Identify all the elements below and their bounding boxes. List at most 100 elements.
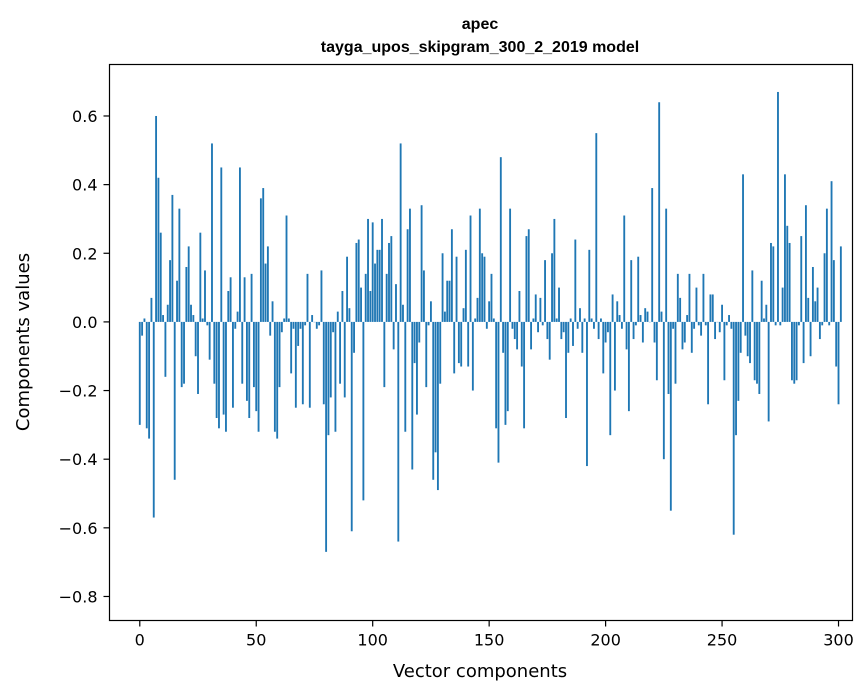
bar-148 — [483, 256, 486, 322]
bar-77 — [318, 321, 321, 326]
bar-210 — [627, 321, 630, 412]
bar-249 — [718, 321, 721, 333]
bar-221 — [653, 321, 656, 343]
bar-26 — [199, 232, 202, 322]
bar-196 — [595, 133, 598, 322]
bar-80 — [325, 321, 328, 552]
bar-95 — [360, 287, 362, 322]
bar-111 — [397, 321, 400, 542]
bar-286 — [804, 205, 807, 322]
bar-250 — [721, 304, 723, 322]
bar-144 — [474, 318, 477, 322]
bar-92 — [353, 321, 355, 353]
bar-102 — [376, 249, 379, 322]
bar-212 — [632, 321, 635, 340]
bar-198 — [600, 318, 602, 322]
bar-233 — [681, 321, 684, 350]
bar-114 — [404, 321, 407, 432]
bar-6 — [152, 321, 155, 518]
bar-223 — [658, 102, 661, 322]
bar-128 — [436, 321, 439, 491]
bar-230 — [674, 321, 677, 384]
bar-132 — [446, 280, 449, 322]
bar-109 — [392, 321, 395, 350]
bar-12 — [166, 304, 169, 322]
bar-152 — [492, 318, 495, 322]
bar-176 — [548, 321, 551, 360]
bar-204 — [613, 321, 616, 391]
bar-201 — [607, 321, 609, 333]
bar-82 — [329, 321, 332, 398]
bar-41 — [234, 321, 237, 329]
bar-268 — [763, 318, 765, 322]
bar-291 — [816, 287, 819, 322]
bar-16 — [176, 280, 178, 322]
bar-34 — [218, 321, 220, 429]
bar-104 — [381, 218, 383, 322]
bar-155 — [499, 157, 502, 322]
bar-252 — [725, 321, 728, 326]
bar-65 — [290, 321, 293, 374]
bar-110 — [395, 284, 397, 322]
bar-259 — [742, 174, 744, 322]
bar-87 — [341, 291, 344, 322]
bar-35 — [220, 167, 223, 322]
bar-217 — [644, 308, 647, 322]
bar-63 — [285, 215, 288, 322]
bar-125 — [429, 301, 432, 322]
bar-29 — [206, 321, 209, 326]
bar-281 — [793, 321, 796, 384]
bar-218 — [646, 311, 649, 322]
bar-269 — [765, 304, 768, 322]
bar-276 — [781, 287, 784, 322]
bar-272 — [772, 246, 775, 322]
bar-300 — [837, 321, 840, 405]
bar-38 — [227, 291, 230, 322]
bar-194 — [590, 318, 593, 322]
bar-55 — [266, 246, 269, 322]
bar-10 — [162, 315, 164, 322]
bar-127 — [434, 321, 437, 453]
bar-18 — [180, 321, 183, 388]
bar-240 — [697, 321, 700, 326]
bar-174 — [544, 260, 546, 322]
bar-271 — [770, 242, 772, 322]
bar-54 — [264, 263, 267, 322]
bar-25 — [197, 321, 199, 394]
bar-208 — [623, 215, 626, 322]
bar-135 — [453, 321, 456, 374]
y-tick-label: −0.6 — [59, 519, 98, 538]
bar-184 — [567, 321, 570, 353]
bar-211 — [630, 260, 633, 322]
bar-236 — [688, 273, 691, 322]
bar-157 — [504, 321, 507, 425]
bar-167 — [527, 229, 530, 322]
bar-270 — [767, 321, 770, 422]
bar-134 — [450, 229, 453, 322]
bar-185 — [569, 318, 572, 322]
bar-168 — [530, 321, 533, 350]
bar-239 — [695, 287, 698, 322]
bar-39 — [229, 277, 232, 322]
bar-292 — [818, 321, 821, 340]
bar-19 — [183, 321, 185, 384]
bar-165 — [523, 321, 526, 429]
bar-20 — [185, 266, 188, 322]
bar-23 — [192, 315, 195, 322]
y-tick-label: 0.2 — [72, 244, 97, 263]
bar-293 — [821, 321, 824, 326]
bar-130 — [441, 253, 444, 322]
bar-243 — [704, 321, 707, 326]
bar-235 — [686, 315, 689, 322]
bar-283 — [798, 321, 800, 326]
x-tick-label: 150 — [474, 631, 505, 650]
bar-207 — [620, 321, 623, 329]
bar-290 — [814, 301, 817, 322]
bar-124 — [427, 321, 430, 326]
bar-137 — [457, 321, 460, 364]
bar-158 — [506, 321, 509, 412]
bar-142 — [469, 215, 472, 322]
bar-228 — [669, 321, 672, 511]
bar-45 — [243, 277, 246, 322]
